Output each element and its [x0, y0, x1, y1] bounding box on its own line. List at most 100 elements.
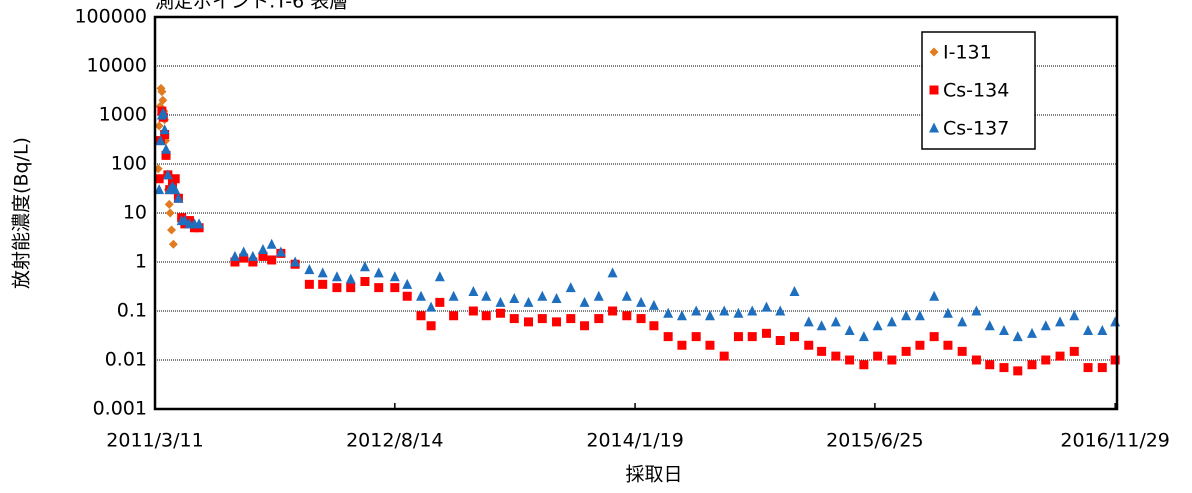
marker	[229, 250, 240, 261]
marker	[551, 292, 562, 303]
y-tick-label: 1	[135, 251, 147, 273]
marker	[159, 124, 170, 135]
marker	[803, 316, 814, 327]
marker	[648, 299, 659, 310]
legend-label: Cs-137	[943, 118, 1009, 140]
y-tick-label: 0.01	[105, 349, 147, 371]
marker	[158, 95, 168, 105]
marker	[1040, 320, 1051, 331]
marker	[523, 317, 533, 327]
marker	[705, 340, 715, 350]
marker	[1069, 310, 1080, 321]
x-axis-label: 採取日	[625, 464, 682, 486]
x-tick-label: 2012/8/14	[346, 430, 443, 452]
marker	[537, 290, 548, 301]
marker	[1027, 327, 1038, 338]
y-tick-label: 1000	[99, 104, 147, 126]
marker	[886, 316, 897, 327]
plot-frame	[153, 15, 1119, 411]
marker	[929, 290, 940, 301]
chart-title: 測定ポイント:T-6 表層	[155, 0, 348, 13]
marker	[901, 346, 911, 356]
y-tick-label: 10	[123, 202, 147, 224]
marker	[304, 264, 315, 275]
marker	[1097, 324, 1108, 335]
marker	[238, 246, 249, 257]
marker	[858, 331, 869, 342]
marker	[373, 267, 384, 278]
marker	[359, 261, 370, 272]
marker	[915, 340, 925, 350]
marker	[346, 283, 356, 293]
marker	[859, 360, 869, 370]
marker	[435, 297, 445, 307]
marker	[929, 122, 939, 133]
y-tick-label: 100	[111, 153, 147, 175]
marker	[290, 256, 301, 267]
marker	[971, 305, 982, 316]
marker	[434, 271, 445, 282]
marker	[495, 308, 505, 318]
marker	[1069, 346, 1079, 356]
marker	[168, 239, 178, 249]
marker	[580, 321, 590, 331]
marker	[566, 314, 576, 324]
marker	[552, 317, 562, 327]
marker	[761, 301, 772, 312]
marker	[468, 306, 478, 316]
marker	[160, 129, 170, 139]
marker	[747, 305, 758, 316]
marker	[663, 332, 673, 342]
marker	[509, 292, 520, 303]
marker	[1012, 331, 1023, 342]
marker	[816, 320, 827, 331]
marker	[704, 310, 715, 321]
x-tick-label: 2015/6/25	[826, 430, 923, 452]
marker	[415, 290, 426, 301]
marker	[1110, 355, 1120, 365]
marker	[468, 286, 479, 297]
marker	[495, 296, 506, 307]
marker	[929, 332, 939, 342]
marker	[872, 320, 883, 331]
marker	[873, 351, 883, 361]
marker	[594, 314, 604, 324]
marker	[157, 87, 167, 97]
marker	[161, 150, 171, 160]
marker	[914, 310, 925, 321]
marker	[239, 253, 249, 263]
marker	[523, 296, 534, 307]
marker	[845, 355, 855, 365]
marker	[402, 278, 413, 289]
marker	[831, 351, 841, 361]
marker	[258, 251, 268, 261]
marker	[761, 328, 771, 338]
marker	[733, 332, 743, 342]
marker	[1110, 316, 1121, 327]
marker	[345, 273, 356, 284]
legend-label: I-131	[943, 42, 992, 64]
marker	[649, 321, 659, 331]
marker	[426, 301, 437, 312]
y-tick-label: 0.1	[117, 300, 147, 322]
marker	[957, 346, 967, 356]
marker	[844, 324, 855, 335]
marker	[1013, 366, 1023, 376]
legend-label: Cs-134	[943, 80, 1009, 102]
marker	[943, 340, 953, 350]
marker	[789, 332, 799, 342]
marker	[165, 208, 175, 218]
marker	[154, 121, 164, 131]
marker	[999, 363, 1009, 373]
marker	[901, 310, 912, 321]
marker	[275, 246, 286, 257]
x-tick-label: 2011/3/11	[106, 430, 203, 452]
marker	[691, 332, 701, 342]
y-axis-label: 放射能濃度(Bq/L)	[11, 137, 33, 289]
marker	[663, 307, 674, 318]
marker	[1055, 351, 1065, 361]
marker	[164, 199, 174, 209]
marker	[636, 296, 647, 307]
marker	[607, 267, 618, 278]
